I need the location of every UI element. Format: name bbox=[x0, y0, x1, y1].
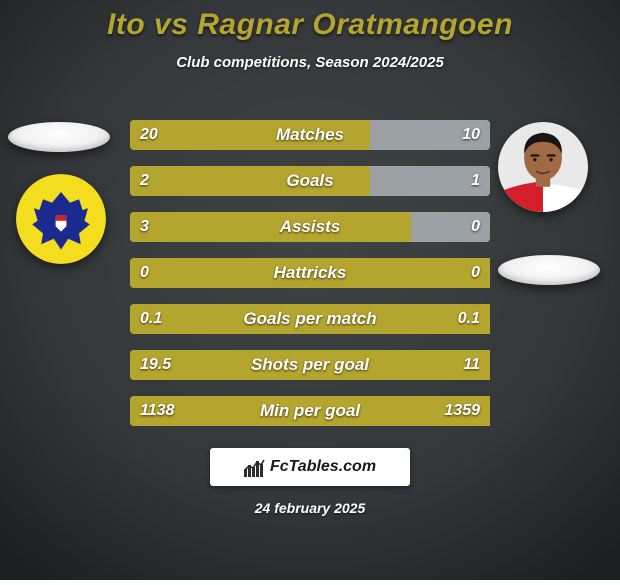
stat-bar-left bbox=[130, 396, 490, 426]
page-title: Ito vs Ragnar Oratmangoen bbox=[0, 0, 620, 42]
stat-row: 21Goals bbox=[130, 166, 490, 196]
stats-container: 2010Matches 21Goals 30Assists 00Hattricks 0.… bbox=[0, 120, 620, 442]
stat-bar-right bbox=[370, 120, 490, 150]
stat-bar-left bbox=[130, 120, 370, 150]
stat-bar-left bbox=[130, 304, 490, 334]
stat-bar-left bbox=[130, 350, 490, 380]
page-subtitle: Club competitions, Season 2024/2025 bbox=[0, 54, 620, 71]
brand-text: FcTables.com bbox=[270, 458, 376, 476]
stat-bar-right bbox=[411, 212, 490, 242]
stat-bar-left bbox=[130, 166, 370, 196]
stat-row: 00Hattricks bbox=[130, 258, 490, 288]
stat-row: 2010Matches bbox=[130, 120, 490, 150]
brand-logo-icon bbox=[244, 457, 266, 477]
stat-bar-left bbox=[130, 212, 411, 242]
stat-row: 30Assists bbox=[130, 212, 490, 242]
stat-row: 11381359Min per goal bbox=[130, 396, 490, 426]
stat-row: 0.10.1Goals per match bbox=[130, 304, 490, 334]
footer-date: 24 february 2025 bbox=[0, 500, 620, 516]
brand-card[interactable]: FcTables.com bbox=[210, 448, 410, 486]
stat-bar-left bbox=[130, 258, 490, 288]
stat-bar-right bbox=[370, 166, 490, 196]
stat-row: 19.511Shots per goal bbox=[130, 350, 490, 380]
